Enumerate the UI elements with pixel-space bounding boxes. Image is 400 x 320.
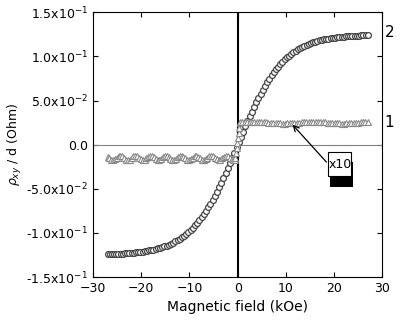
X-axis label: Magnetic field (kOe): Magnetic field (kOe) [167, 300, 308, 315]
FancyBboxPatch shape [328, 152, 351, 176]
Text: 1: 1 [385, 115, 394, 130]
Text: x10: x10 [328, 158, 352, 171]
FancyBboxPatch shape [330, 162, 353, 187]
Y-axis label: $\rho_{xy}$ / d (Ohm): $\rho_{xy}$ / d (Ohm) [6, 103, 24, 186]
Text: 2: 2 [385, 25, 394, 40]
